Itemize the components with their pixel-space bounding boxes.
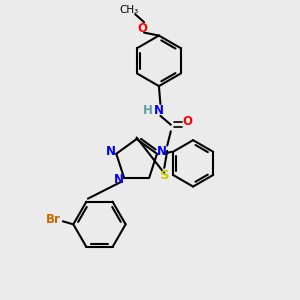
Text: H: H	[143, 104, 153, 117]
Text: S: S	[160, 169, 170, 182]
Text: Br: Br	[46, 213, 61, 226]
Text: N: N	[157, 145, 167, 158]
Text: N: N	[154, 104, 164, 117]
Text: N: N	[114, 173, 124, 186]
Text: O: O	[138, 22, 148, 34]
Text: N: N	[106, 145, 116, 158]
Text: CH₃: CH₃	[120, 5, 139, 15]
Text: O: O	[182, 115, 192, 128]
